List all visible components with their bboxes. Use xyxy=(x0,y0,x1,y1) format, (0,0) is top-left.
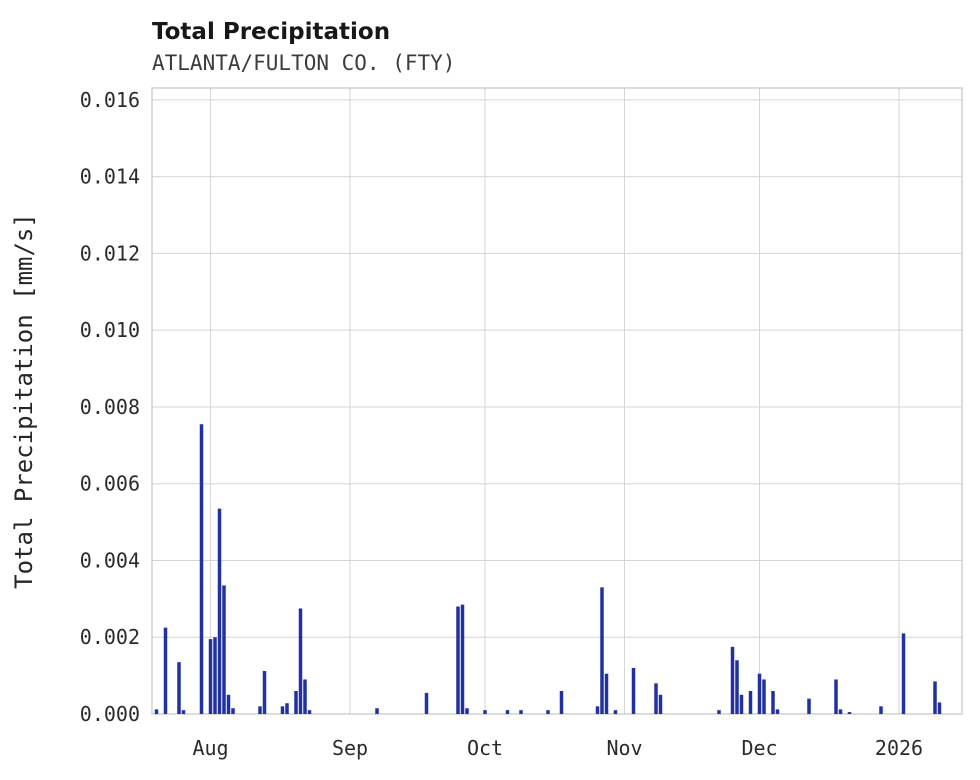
precip-bar xyxy=(654,683,658,714)
x-tick-label: Dec xyxy=(741,736,777,760)
precip-bar xyxy=(546,710,550,714)
precip-bar xyxy=(460,604,465,714)
precip-bar xyxy=(771,690,775,714)
precip-bar xyxy=(456,606,460,714)
precip-bar xyxy=(483,710,487,714)
precip-bar xyxy=(226,694,231,714)
precip-bar xyxy=(879,706,883,714)
precip-bar xyxy=(424,692,429,714)
precip-bar xyxy=(757,673,762,714)
precip-bar xyxy=(231,708,235,714)
precip-bar xyxy=(775,709,780,714)
precip-bar xyxy=(933,681,937,714)
y-tick-label: 0.002 xyxy=(80,625,140,649)
precip-bar xyxy=(838,709,843,714)
precip-bar xyxy=(208,639,213,714)
precip-bar xyxy=(262,671,267,714)
precip-bar xyxy=(307,710,312,714)
chart-subtitle: ATLANTA/FULTON CO. (FTY) xyxy=(152,51,455,75)
precip-bar xyxy=(217,508,222,714)
y-tick-label: 0.012 xyxy=(80,241,140,265)
precip-bar xyxy=(154,709,159,714)
precip-bar xyxy=(595,706,600,714)
precip-bar xyxy=(735,660,739,714)
y-tick-label: 0.010 xyxy=(80,318,140,342)
precip-bar xyxy=(177,662,181,714)
y-tick-label: 0.000 xyxy=(80,702,140,726)
precip-bar xyxy=(285,703,289,714)
precip-bar xyxy=(937,702,942,714)
plot-area: 0.000 0.002 0.004 0.006 0.008 0.010 0.012 0.014… xyxy=(80,87,963,760)
precip-bar xyxy=(717,710,721,714)
precip-bar xyxy=(298,608,303,714)
precip-bar xyxy=(213,637,217,714)
precip-bar xyxy=(600,587,604,714)
y-tick-label: 0.006 xyxy=(80,472,140,496)
precip-bar xyxy=(901,633,906,714)
precip-bar xyxy=(280,706,285,714)
precip-bar xyxy=(807,698,811,714)
precip-bar xyxy=(613,710,618,714)
x-tick-label: Oct xyxy=(467,736,503,760)
precip-bar xyxy=(163,627,168,714)
precip-bar xyxy=(604,673,609,714)
precip-bar xyxy=(375,708,379,714)
precip-bar xyxy=(739,694,744,714)
y-axis-label: Total Precipitation [mm/s] xyxy=(10,213,38,589)
y-tick-label: 0.014 xyxy=(80,165,140,189)
precip-bar xyxy=(730,646,735,714)
precip-bar xyxy=(222,585,226,714)
chart-title: Total Precipitation xyxy=(152,19,390,45)
precip-bar xyxy=(559,690,564,714)
y-tick-label: 0.004 xyxy=(80,548,140,572)
precip-bar xyxy=(519,710,523,714)
x-tick-label: 2026 xyxy=(875,736,923,760)
precip-bar xyxy=(847,712,852,714)
x-tick-label: Aug xyxy=(192,736,228,760)
precip-bar xyxy=(181,710,186,714)
x-tick-label: Nov xyxy=(606,736,642,760)
precip-bar xyxy=(658,694,663,714)
precip-bar xyxy=(199,424,204,714)
precip-bar xyxy=(294,690,298,714)
precip-bar xyxy=(631,667,636,714)
precip-bar xyxy=(505,710,510,714)
precip-bar xyxy=(748,690,753,714)
precip-bar xyxy=(465,708,469,714)
plot-frame xyxy=(151,87,963,715)
x-tick-label: Sep xyxy=(332,736,368,760)
precip-bar xyxy=(834,679,838,714)
precip-bar xyxy=(303,679,307,714)
precip-bar xyxy=(762,679,766,714)
y-tick-label: 0.008 xyxy=(80,395,140,419)
precip-bar xyxy=(258,706,262,714)
y-tick-label: 0.016 xyxy=(80,88,140,112)
